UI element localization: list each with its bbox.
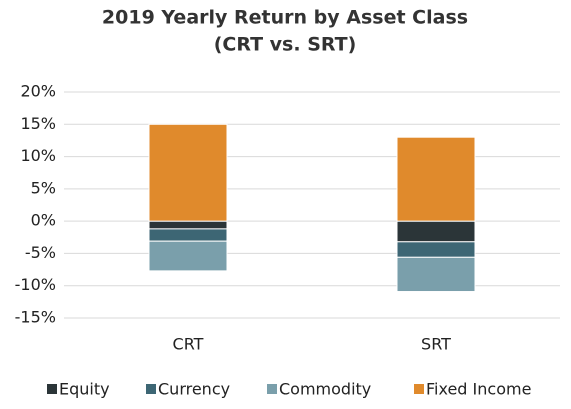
- chart-title: 2019 Yearly Return by Asset Class: [102, 7, 468, 29]
- legend-swatch: [47, 384, 57, 394]
- y-tick-label: -5%: [25, 243, 56, 262]
- x-tick-label: SRT: [421, 335, 451, 354]
- bar-segment: [148, 228, 228, 242]
- y-tick-label: 15%: [20, 114, 56, 133]
- legend-swatch: [267, 384, 277, 394]
- bar-segment: [396, 136, 476, 222]
- bar-segment: [396, 220, 476, 243]
- y-tick-label: 5%: [31, 178, 56, 197]
- bar-segment: [148, 220, 228, 230]
- y-tick-label: 20%: [20, 82, 56, 101]
- x-tick-label: CRT: [173, 335, 204, 354]
- y-tick-label: -10%: [15, 275, 56, 294]
- legend-label: Commodity: [279, 380, 371, 399]
- legend-swatch: [146, 384, 156, 394]
- y-tick-label: -15%: [15, 308, 56, 327]
- y-tick-label: 0%: [31, 211, 56, 230]
- bar-segment: [396, 256, 476, 293]
- bar-segment: [148, 240, 228, 272]
- bar-segment: [396, 241, 476, 258]
- legend-label: Fixed Income: [426, 380, 531, 399]
- legend-swatch: [414, 384, 424, 394]
- legend-label: Currency: [158, 380, 230, 399]
- bar-segment: [148, 123, 228, 222]
- y-tick-label: 10%: [20, 146, 56, 165]
- chart-title: (CRT vs. SRT): [214, 34, 357, 56]
- legend-label: Equity: [59, 380, 110, 399]
